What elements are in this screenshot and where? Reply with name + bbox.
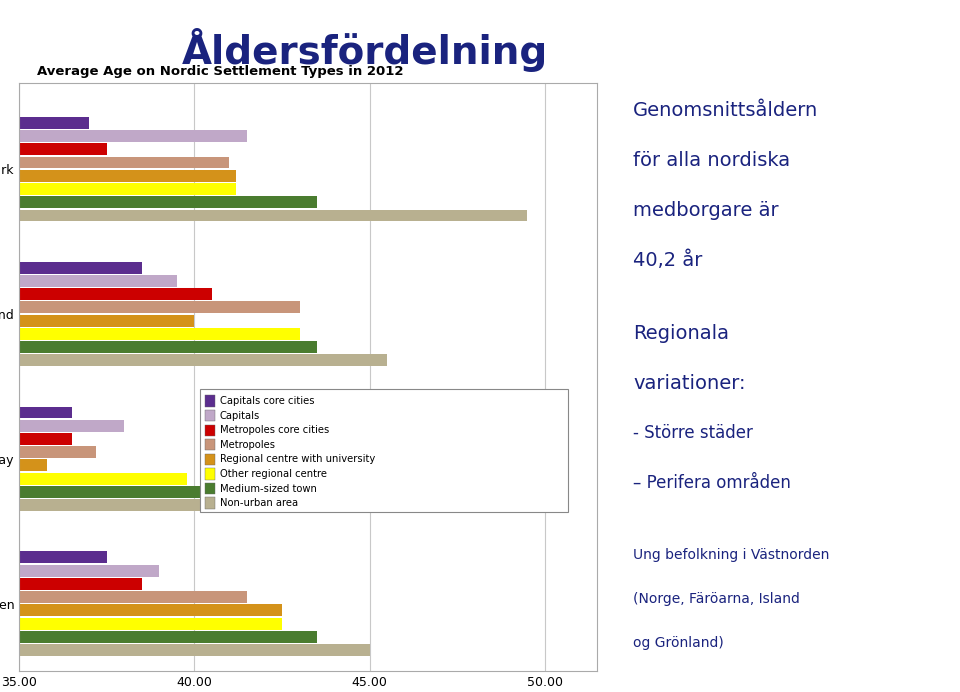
Text: Non-urban area: Non-urban area xyxy=(220,498,299,508)
Text: Capitals: Capitals xyxy=(220,410,260,421)
Bar xyxy=(19,288,212,300)
Text: Regional centre with university: Regional centre with university xyxy=(220,455,375,464)
Text: Regionala: Regionala xyxy=(634,324,730,343)
Bar xyxy=(19,433,72,445)
Bar xyxy=(19,604,282,617)
Bar xyxy=(19,197,317,208)
Text: Åldersfördelning: Åldersfördelning xyxy=(181,28,548,72)
Bar xyxy=(19,473,187,484)
Bar xyxy=(19,617,282,630)
Text: Capitals core cities: Capitals core cities xyxy=(220,396,315,406)
Bar xyxy=(19,183,236,195)
Bar xyxy=(204,410,215,421)
Bar xyxy=(19,499,240,511)
Bar xyxy=(204,395,215,407)
Bar xyxy=(19,315,194,327)
Text: för alla nordiska: för alla nordiska xyxy=(634,151,790,170)
Bar xyxy=(204,439,215,450)
Bar xyxy=(19,210,527,221)
Text: - Större städer: - Större städer xyxy=(634,424,754,442)
Bar xyxy=(204,425,215,436)
Text: og Grönland): og Grönland) xyxy=(634,636,724,650)
Bar xyxy=(19,591,247,603)
Bar xyxy=(19,631,317,643)
Text: Average Age on Nordic Settlement Types in 2012: Average Age on Nordic Settlement Types i… xyxy=(36,65,403,78)
Bar xyxy=(19,446,96,458)
Text: (Norge, Färöarna, Island: (Norge, Färöarna, Island xyxy=(634,592,800,606)
Bar xyxy=(19,262,142,273)
Bar xyxy=(19,354,387,366)
Bar xyxy=(19,143,107,155)
Bar xyxy=(19,406,72,419)
Text: Metropoles: Metropoles xyxy=(220,440,275,450)
Bar xyxy=(200,389,567,512)
Text: medborgare är: medborgare är xyxy=(634,201,779,219)
Bar xyxy=(204,483,215,494)
Bar xyxy=(19,170,236,182)
Bar xyxy=(19,302,300,313)
Text: – Perifera områden: – Perifera områden xyxy=(634,474,791,492)
Bar xyxy=(204,468,215,480)
Text: variationer:: variationer: xyxy=(634,374,746,393)
Bar xyxy=(19,552,107,563)
Bar xyxy=(19,328,300,340)
Text: Other regional centre: Other regional centre xyxy=(220,469,327,479)
Bar xyxy=(19,156,229,168)
Bar xyxy=(19,275,177,287)
Text: Medium-sized town: Medium-sized town xyxy=(220,484,317,493)
Bar xyxy=(19,459,47,471)
Text: 40,2 år: 40,2 år xyxy=(634,251,703,270)
Bar xyxy=(19,420,124,432)
Bar xyxy=(19,117,89,129)
Bar xyxy=(204,454,215,465)
Text: Metropoles core cities: Metropoles core cities xyxy=(220,426,329,435)
Bar xyxy=(204,498,215,509)
Text: Genomsnittsåldern: Genomsnittsåldern xyxy=(634,101,819,120)
Bar xyxy=(19,486,229,498)
Bar xyxy=(19,644,370,656)
Text: Ung befolkning i Västnorden: Ung befolkning i Västnorden xyxy=(634,548,829,562)
Bar xyxy=(19,341,317,353)
Bar xyxy=(19,565,159,576)
Bar xyxy=(19,130,247,142)
Bar xyxy=(19,578,142,590)
